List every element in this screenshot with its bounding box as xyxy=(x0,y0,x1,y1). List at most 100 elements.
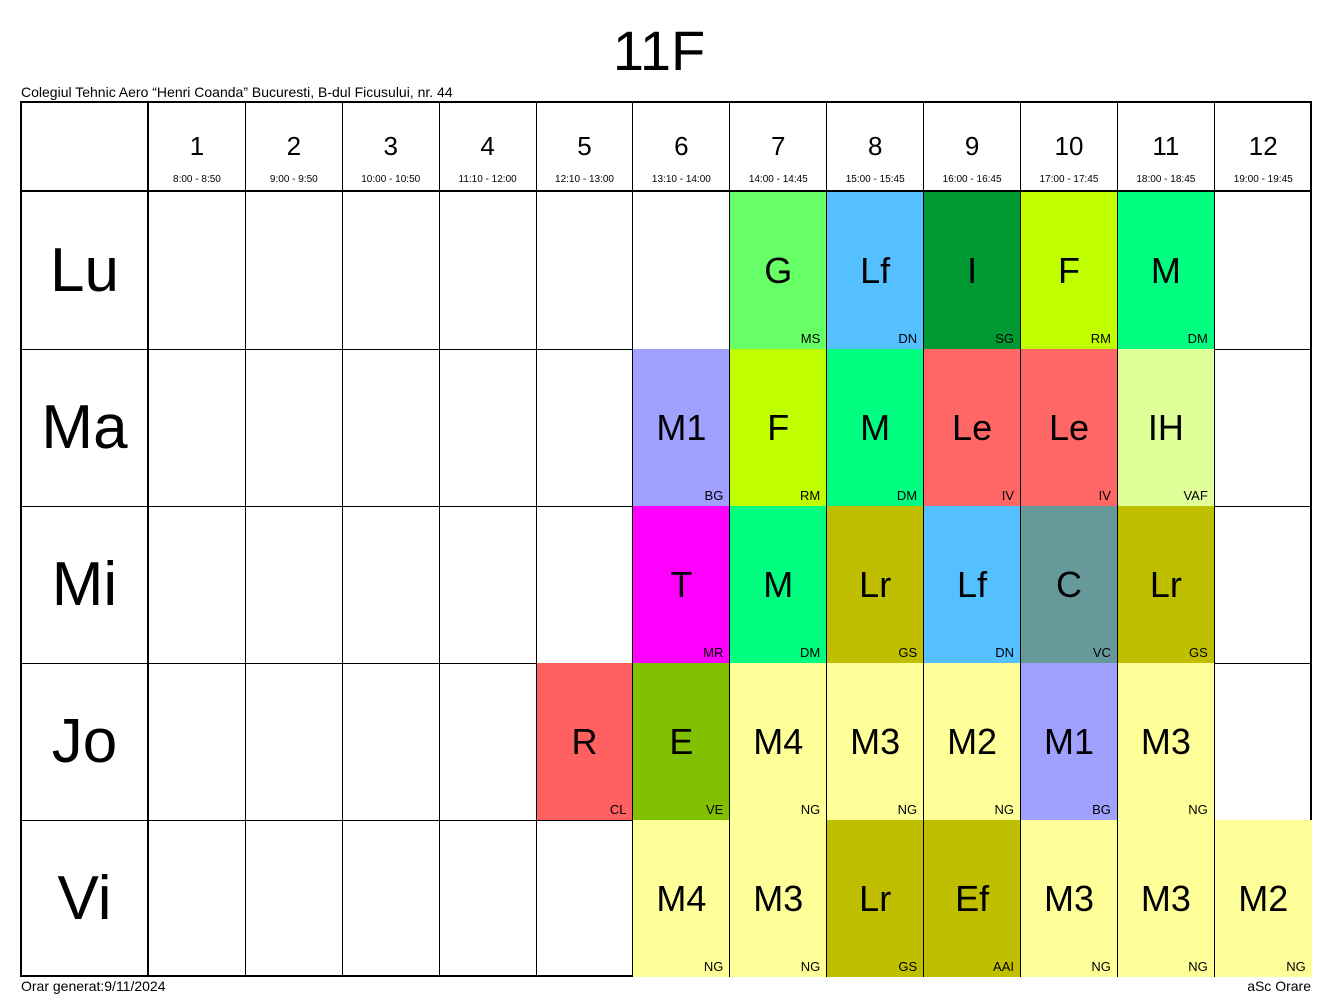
lesson-cell: Lf DN xyxy=(827,192,925,349)
empty-cell xyxy=(246,349,343,506)
subject-code: Lr xyxy=(859,877,892,919)
subject-code: G xyxy=(764,249,793,291)
teacher-initials: AAI xyxy=(993,959,1015,974)
empty-cell xyxy=(537,192,634,349)
empty-cell xyxy=(440,506,537,663)
period-number: 3 xyxy=(383,131,398,161)
school-name: Colegiul Tehnic Aero “Henri Coanda” Bucu… xyxy=(21,84,453,100)
lesson-cell: M DM xyxy=(730,506,828,663)
lesson-cell: Lf DN xyxy=(924,506,1022,663)
teacher-initials: NG xyxy=(1091,959,1111,974)
subject-code: Le xyxy=(952,406,993,448)
period-number: 6 xyxy=(674,131,689,161)
subject-code: M1 xyxy=(656,406,707,448)
empty-cell xyxy=(1215,506,1312,663)
lesson-cell: M3 NG xyxy=(1021,820,1118,977)
teacher-initials: VC xyxy=(1092,645,1111,660)
period-time: 18:00 - 18:45 xyxy=(1136,174,1196,185)
subject-code: R xyxy=(571,720,598,762)
empty-cell xyxy=(440,663,537,820)
day-label: Mi xyxy=(22,506,149,663)
subject-code: F xyxy=(767,406,790,448)
day-label: Lu xyxy=(22,192,149,349)
teacher-initials: RM xyxy=(1090,331,1111,346)
lesson-cell: M2 NG xyxy=(1214,820,1312,977)
empty-cell xyxy=(246,192,343,349)
period-number: 5 xyxy=(577,131,592,161)
lesson-cell: M DM xyxy=(1117,192,1215,349)
subject-code: T xyxy=(670,563,693,605)
lesson-cell: Lr GS xyxy=(1117,506,1215,663)
timetable-grid: 1 8:00 - 8:50 2 9:00 - 9:50 3 10:00 - 10:50 4 1… xyxy=(20,101,1312,977)
period-header: 5 12:10 - 13:00 xyxy=(537,103,634,190)
subject-code: M3 xyxy=(850,720,901,762)
teacher-initials: NG xyxy=(897,802,918,817)
lesson-cell: M DM xyxy=(827,349,925,506)
period-time: 19:00 - 19:45 xyxy=(1233,174,1293,185)
teacher-initials: GS xyxy=(898,645,918,660)
subject-code: M3 xyxy=(1140,877,1191,919)
subject-code: Ef xyxy=(955,877,990,919)
lesson-cell: F RM xyxy=(1021,192,1118,349)
period-time: 9:00 - 9:50 xyxy=(269,174,318,185)
subject-code: M2 xyxy=(947,720,998,762)
empty-cell xyxy=(246,663,343,820)
teacher-initials: MR xyxy=(703,645,724,660)
empty-cell xyxy=(440,192,537,349)
empty-cell xyxy=(343,663,440,820)
lesson-cell: G MS xyxy=(730,192,828,349)
period-number: 11 xyxy=(1152,131,1180,161)
teacher-initials: NG xyxy=(1188,802,1208,817)
teacher-initials: SG xyxy=(995,331,1015,346)
day-row: Mi T MR M DM Lr GS Lf DN C VC Lr GS xyxy=(22,506,1310,664)
period-header: 2 9:00 - 9:50 xyxy=(246,103,343,190)
empty-cell xyxy=(149,506,246,663)
period-header: 8 15:00 - 15:45 xyxy=(827,103,925,190)
lesson-cell: M3 NG xyxy=(1117,820,1215,977)
period-time: 15:00 - 15:45 xyxy=(845,174,905,185)
subject-code: M xyxy=(860,406,891,448)
empty-cell xyxy=(1215,349,1312,506)
subject-code: M2 xyxy=(1238,877,1289,919)
teacher-initials: IV xyxy=(1001,488,1015,503)
teacher-initials: BG xyxy=(704,488,724,503)
empty-cell xyxy=(537,820,634,977)
lesson-cell: M3 NG xyxy=(1117,663,1215,820)
teacher-initials: MS xyxy=(800,331,821,346)
period-header: 12 19:00 - 19:45 xyxy=(1215,103,1312,190)
lesson-cell: T MR xyxy=(633,506,731,663)
lesson-cell: M1 BG xyxy=(1021,663,1118,820)
empty-cell xyxy=(343,820,440,977)
empty-cell xyxy=(440,820,537,977)
generator-brand: aSc Orare xyxy=(1247,978,1311,994)
subject-code: E xyxy=(669,720,694,762)
teacher-initials: DM xyxy=(896,488,918,503)
subject-code: Lr xyxy=(1149,563,1182,605)
subject-code: IH xyxy=(1147,406,1184,448)
lesson-cell: Le IV xyxy=(924,349,1022,506)
day-label: Vi xyxy=(22,820,149,977)
empty-cell xyxy=(246,820,343,977)
period-number: 2 xyxy=(286,131,302,161)
lesson-cell: IH VAF xyxy=(1117,349,1215,506)
teacher-initials: GS xyxy=(898,959,918,974)
teacher-initials: VE xyxy=(706,802,724,817)
empty-cell xyxy=(537,506,634,663)
lesson-cell: M4 NG xyxy=(730,663,828,820)
teacher-initials: DN xyxy=(995,645,1015,660)
lesson-cell: Lr GS xyxy=(827,506,925,663)
period-time: 12:10 - 13:00 xyxy=(555,174,614,185)
period-number: 4 xyxy=(480,131,495,161)
period-header: 10 17:00 - 17:45 xyxy=(1021,103,1118,190)
day-row: Ma M1 BG F RM M DM Le IV Le IV IH VAF xyxy=(22,349,1310,507)
teacher-initials: DM xyxy=(1187,331,1208,346)
empty-cell xyxy=(1215,192,1312,349)
day-row: Lu G MS Lf DN I SG F RM M DM xyxy=(22,192,1310,350)
subject-code: I xyxy=(967,249,978,291)
period-time: 14:00 - 14:45 xyxy=(748,174,808,185)
subject-code: F xyxy=(1057,249,1080,291)
empty-cell xyxy=(246,506,343,663)
lesson-cell: M3 NG xyxy=(827,663,925,820)
teacher-initials: BG xyxy=(1092,802,1111,817)
period-header: 1 8:00 - 8:50 xyxy=(149,103,246,190)
